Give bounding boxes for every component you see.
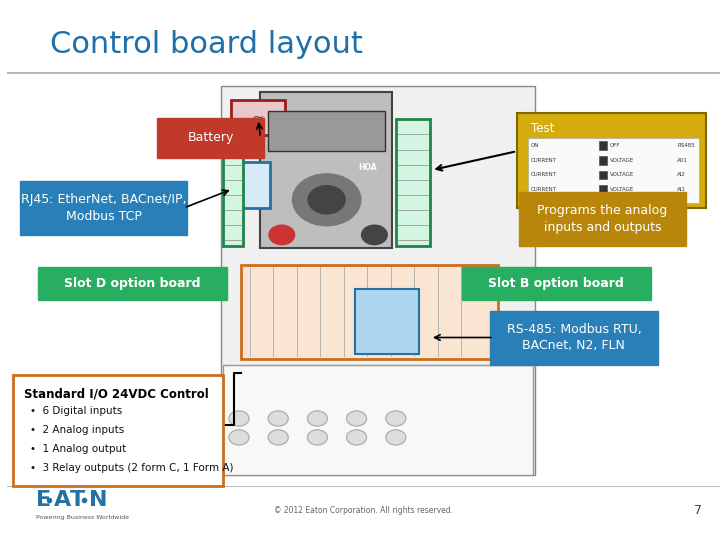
Text: Powering Business Worldwide: Powering Business Worldwide (36, 515, 129, 520)
Text: Slot B option board: Slot B option board (488, 277, 624, 290)
Text: T: T (70, 489, 86, 510)
Circle shape (346, 411, 366, 426)
Text: •  2 Analog inputs: • 2 Analog inputs (30, 425, 124, 435)
FancyBboxPatch shape (223, 119, 243, 246)
Text: CURRENT: CURRENT (531, 172, 557, 178)
Text: © 2012 Eaton Corporation. All rights reserved.: © 2012 Eaton Corporation. All rights res… (274, 506, 453, 515)
Circle shape (229, 411, 249, 426)
Text: RS-485: Modbus RTU,
BACnet, N2, FLN: RS-485: Modbus RTU, BACnet, N2, FLN (507, 322, 642, 353)
Circle shape (269, 430, 288, 445)
FancyBboxPatch shape (241, 265, 498, 359)
Text: ~: ~ (252, 110, 265, 125)
Text: •  6 Digital inputs: • 6 Digital inputs (30, 406, 122, 416)
FancyBboxPatch shape (222, 364, 533, 475)
Text: RJ45: EtherNet, BACnet/IP,
Modbus TCP: RJ45: EtherNet, BACnet/IP, Modbus TCP (21, 193, 186, 223)
Text: RS485: RS485 (678, 143, 695, 148)
FancyBboxPatch shape (268, 111, 385, 151)
FancyBboxPatch shape (13, 375, 223, 486)
Circle shape (307, 430, 328, 445)
FancyBboxPatch shape (462, 267, 651, 300)
Text: Battery: Battery (187, 131, 234, 144)
Circle shape (346, 430, 366, 445)
Text: AI1: AI1 (678, 187, 686, 192)
FancyBboxPatch shape (37, 267, 227, 300)
Text: Control board layout: Control board layout (50, 30, 363, 59)
Text: CURRENT: CURRENT (531, 187, 557, 192)
FancyBboxPatch shape (221, 86, 535, 475)
Text: 7: 7 (694, 504, 702, 517)
FancyBboxPatch shape (599, 171, 608, 179)
FancyBboxPatch shape (20, 181, 187, 235)
Text: AI2: AI2 (678, 172, 686, 178)
FancyBboxPatch shape (490, 310, 657, 365)
FancyBboxPatch shape (261, 92, 392, 248)
Circle shape (308, 186, 345, 214)
FancyBboxPatch shape (157, 118, 264, 158)
Text: E: E (36, 489, 51, 510)
Text: •  1 Analog output: • 1 Analog output (30, 444, 126, 454)
FancyBboxPatch shape (231, 162, 271, 208)
Text: VOLTAGE: VOLTAGE (610, 172, 634, 178)
Circle shape (386, 430, 406, 445)
FancyBboxPatch shape (355, 289, 419, 354)
Text: Test: Test (531, 122, 554, 134)
FancyBboxPatch shape (231, 100, 285, 135)
Text: A01: A01 (678, 158, 688, 163)
Text: VOLTAGE: VOLTAGE (610, 158, 634, 163)
FancyBboxPatch shape (517, 113, 706, 208)
FancyBboxPatch shape (396, 119, 430, 246)
Circle shape (307, 411, 328, 426)
FancyBboxPatch shape (599, 156, 608, 165)
Text: Slot D option board: Slot D option board (64, 277, 200, 290)
Text: Standard I/O 24VDC Control: Standard I/O 24VDC Control (24, 388, 209, 401)
Circle shape (269, 225, 294, 245)
Text: HOA: HOA (358, 163, 377, 172)
Circle shape (292, 174, 361, 226)
FancyBboxPatch shape (518, 192, 686, 246)
Text: •  3 Relay outputs (2 form C, 1 Form A): • 3 Relay outputs (2 form C, 1 Form A) (30, 463, 233, 473)
Text: A: A (54, 489, 71, 510)
Circle shape (269, 411, 288, 426)
FancyBboxPatch shape (599, 141, 608, 150)
Text: Programs the analog
inputs and outputs: Programs the analog inputs and outputs (537, 204, 667, 234)
Text: CURRENT: CURRENT (531, 158, 557, 163)
Text: VOLTAGE: VOLTAGE (610, 187, 634, 192)
FancyBboxPatch shape (599, 185, 608, 194)
Text: ON: ON (531, 143, 539, 148)
Circle shape (386, 411, 406, 426)
Text: OFF: OFF (610, 143, 620, 148)
Circle shape (229, 430, 249, 445)
Circle shape (361, 225, 387, 245)
Text: N: N (89, 489, 108, 510)
FancyBboxPatch shape (528, 138, 698, 202)
